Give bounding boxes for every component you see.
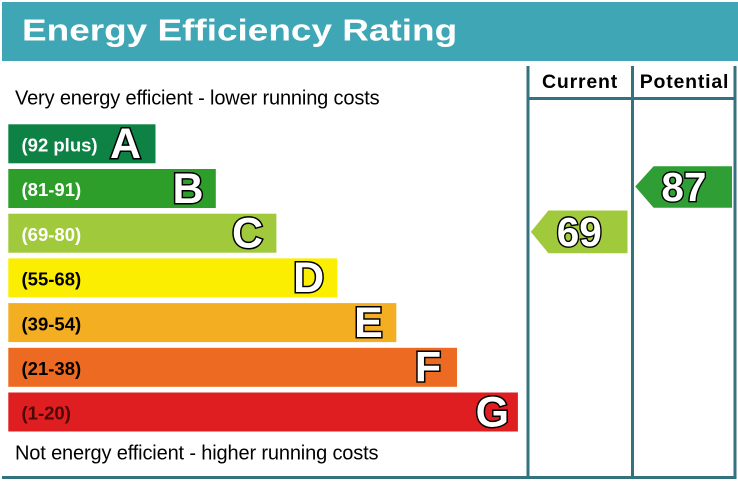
svg-text:87: 87 bbox=[661, 164, 706, 210]
svg-text:E: E bbox=[354, 299, 383, 347]
svg-text:Not energy efficient - higher: Not energy efficient - higher running co… bbox=[15, 443, 379, 465]
svg-text:69: 69 bbox=[557, 209, 602, 255]
svg-text:Energy Efficiency Rating: Energy Efficiency Rating bbox=[22, 13, 457, 48]
svg-text:(55-68): (55-68) bbox=[22, 269, 82, 290]
svg-text:Potential: Potential bbox=[640, 71, 730, 93]
svg-text:G: G bbox=[476, 388, 509, 436]
svg-text:A: A bbox=[110, 120, 141, 168]
svg-text:D: D bbox=[293, 254, 324, 302]
svg-text:C: C bbox=[232, 210, 263, 258]
svg-text:Current: Current bbox=[542, 71, 618, 93]
svg-text:(69-80): (69-80) bbox=[22, 224, 82, 245]
svg-text:(21-38): (21-38) bbox=[22, 358, 82, 379]
svg-text:(1-20): (1-20) bbox=[22, 403, 71, 424]
svg-text:(92 plus): (92 plus) bbox=[22, 135, 98, 156]
svg-text:B: B bbox=[172, 165, 203, 213]
svg-text:Very energy efficient - lower: Very energy efficient - lower running co… bbox=[15, 88, 380, 110]
svg-text:(39-54): (39-54) bbox=[22, 313, 82, 334]
svg-text:(81-91): (81-91) bbox=[22, 179, 82, 200]
svg-text:F: F bbox=[415, 344, 441, 392]
